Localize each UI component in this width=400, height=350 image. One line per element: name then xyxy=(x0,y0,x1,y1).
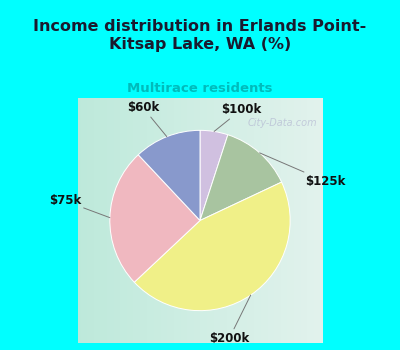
Text: Income distribution in Erlands Point-
Kitsap Lake, WA (%): Income distribution in Erlands Point- Ki… xyxy=(33,19,367,52)
Text: Multirace residents: Multirace residents xyxy=(127,82,273,95)
Text: $60k: $60k xyxy=(127,101,167,136)
Text: $200k: $200k xyxy=(209,295,251,345)
Wedge shape xyxy=(200,135,282,220)
Text: $125k: $125k xyxy=(260,153,346,188)
Wedge shape xyxy=(138,130,200,220)
Text: City-Data.com: City-Data.com xyxy=(248,118,318,128)
Text: $100k: $100k xyxy=(214,103,261,132)
Wedge shape xyxy=(134,182,290,311)
Wedge shape xyxy=(200,130,228,220)
Wedge shape xyxy=(110,155,200,282)
Text: $75k: $75k xyxy=(49,194,110,218)
